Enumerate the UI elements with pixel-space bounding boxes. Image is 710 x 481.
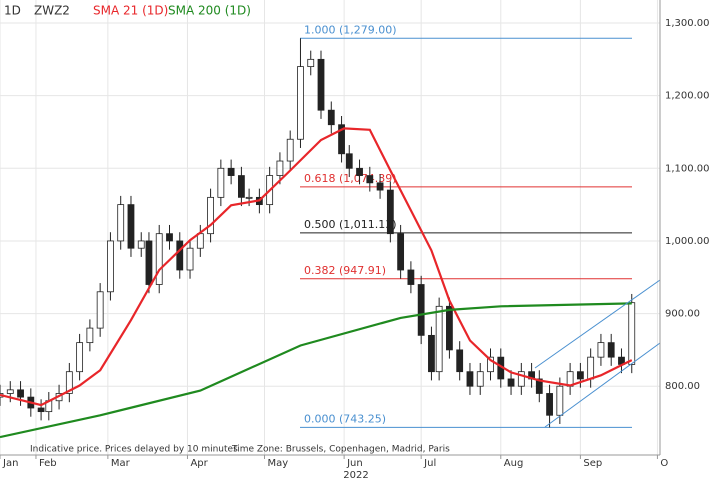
y-tick-label: 1,100.00 xyxy=(665,163,710,174)
x-tick-label: Jul xyxy=(423,458,436,469)
candle-body xyxy=(37,407,45,413)
interval: 1D xyxy=(4,4,21,18)
candle-body xyxy=(107,240,114,293)
candle-body xyxy=(137,240,145,249)
channel-lower xyxy=(544,342,661,428)
candle-body xyxy=(155,233,163,285)
candle-body xyxy=(456,349,464,373)
candle-body xyxy=(407,269,415,285)
x-tick-label: Sep xyxy=(583,458,602,469)
candle-body xyxy=(196,233,204,249)
candle-body xyxy=(356,167,363,176)
y-tick-label: 1,000.00 xyxy=(665,236,710,247)
candle-body xyxy=(17,389,24,398)
sma-line xyxy=(0,302,632,439)
x-tick-label: Feb xyxy=(39,458,57,469)
candle-body xyxy=(96,291,104,329)
x-tick-label: May xyxy=(268,458,289,469)
candle-body xyxy=(317,58,325,111)
candle-body xyxy=(65,371,73,394)
candle-body xyxy=(338,124,345,155)
candle-body xyxy=(176,240,184,271)
candle-body xyxy=(435,305,443,373)
year-label: 2022 xyxy=(343,470,368,481)
candle-body xyxy=(145,240,153,285)
candle-body xyxy=(186,247,194,271)
note: Indicative price. Prices delayed by 10 m… xyxy=(30,445,238,455)
fib-levels: 1.000 (1,279.00) 0.618 (1,074.39) 0.500 (1… xyxy=(300,23,632,428)
candle-body xyxy=(487,356,494,373)
candle-body xyxy=(286,138,294,162)
x-tick-label: Aug xyxy=(504,458,524,469)
candle-body xyxy=(446,305,453,351)
candle-body xyxy=(297,66,304,140)
candle-body xyxy=(466,371,474,387)
y-tick-label: 800.00 xyxy=(665,381,700,392)
candle-body xyxy=(556,385,564,416)
candle-body xyxy=(307,58,315,68)
candle-body xyxy=(397,233,405,271)
fib-label: 0.618 (1,074.39) xyxy=(304,172,397,185)
candle-body xyxy=(245,196,253,199)
note: Time Zone: Brussels, Copenhagen, Madrid,… xyxy=(231,445,450,455)
y-tick-label: 900.00 xyxy=(665,309,700,320)
candle-body xyxy=(217,167,225,198)
candle-body xyxy=(76,342,84,373)
candles xyxy=(0,38,636,428)
candle-body xyxy=(546,393,553,416)
candle-body xyxy=(535,378,543,394)
y-tick-label: 1,200.00 xyxy=(665,91,710,102)
instrument: ZWZ2 xyxy=(34,4,70,18)
fib-label: 0.000 (743.25) xyxy=(304,412,386,425)
legend-sma200: SMA 200 (1D) xyxy=(168,4,251,18)
candle-body xyxy=(428,334,435,373)
fib-label: 0.382 (947.91) xyxy=(304,264,386,277)
x-tick-label: Mar xyxy=(111,458,131,469)
candle-body xyxy=(166,233,173,242)
candle-body xyxy=(597,342,605,358)
sma-line xyxy=(0,127,633,407)
x-tick-label: Apr xyxy=(190,458,208,469)
fib-label: 0.500 (1,011.13) xyxy=(304,218,397,231)
candle-body xyxy=(417,284,425,336)
candle-body xyxy=(386,189,394,235)
candle-body xyxy=(117,204,125,242)
candle-body xyxy=(276,160,284,176)
legend-sma21: SMA 21 (1D) xyxy=(93,4,168,18)
candle-body xyxy=(628,302,636,365)
lines xyxy=(0,127,633,439)
candle-body xyxy=(345,153,353,169)
candle-body xyxy=(587,356,595,380)
x-tick-label: Jun xyxy=(346,458,363,469)
candle-body xyxy=(576,371,584,380)
candle-body xyxy=(476,371,484,387)
candle-body xyxy=(227,167,235,176)
candle-body xyxy=(517,371,525,387)
fib-label: 1.000 (1,279.00) xyxy=(304,23,397,36)
candle-body xyxy=(6,389,14,394)
x-tick-label: O xyxy=(660,458,668,469)
candle-body xyxy=(366,175,374,184)
candle-body xyxy=(86,327,94,344)
candle-body xyxy=(238,175,245,198)
candle-body xyxy=(607,342,615,358)
channel-upper xyxy=(534,279,661,369)
y-tick-label: 1,300.00 xyxy=(665,18,710,29)
candle-body xyxy=(207,196,214,235)
candle-body xyxy=(327,109,335,126)
x-tick-label: Jan xyxy=(2,458,18,469)
candle-body xyxy=(376,182,384,191)
candle-body xyxy=(507,378,515,387)
candle-body xyxy=(127,204,135,249)
